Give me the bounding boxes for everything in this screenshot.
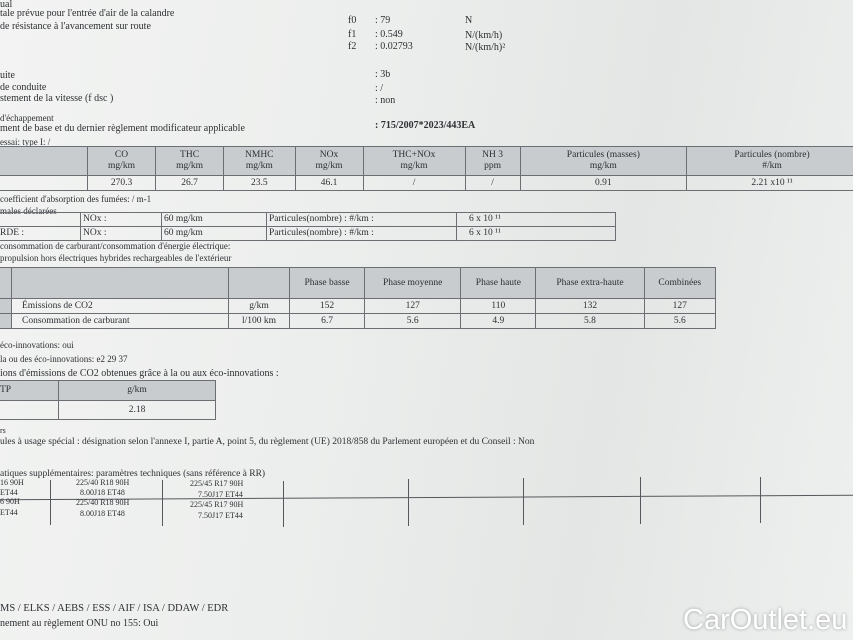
f1-unit: N/(km/h) bbox=[465, 30, 503, 41]
watermark-logo: CarOutlet.eu bbox=[683, 604, 848, 636]
declared-table: NOx : 60 mg/km Particules(nombre) : #/km… bbox=[0, 212, 616, 241]
header-phase-extra-high: Phase extra-haute bbox=[535, 267, 645, 299]
eco-line: éco-innovations: oui bbox=[0, 340, 74, 350]
f0-unit: N bbox=[465, 15, 473, 26]
f2-value: : 0.02793 bbox=[375, 41, 413, 52]
text-line: rs bbox=[0, 426, 6, 435]
table-row: 2.18 bbox=[0, 400, 216, 420]
cell: 23.5 bbox=[223, 175, 296, 191]
systems-line: MS / ELKS / AEBS / ESS / AIF / ISA / DDA… bbox=[0, 603, 229, 614]
drive-label: de conduite bbox=[0, 82, 47, 93]
header-pm-mass: Particules (masses) mg/km bbox=[519, 146, 688, 176]
table-row: RDE : NOx : 60 mg/km Particules(nombre) … bbox=[0, 226, 616, 241]
text-line: tale prévue pour l'entrée d'air de la ca… bbox=[0, 8, 175, 19]
cell: 270.3 bbox=[86, 175, 157, 191]
f0-label: f0 bbox=[348, 15, 357, 26]
eco-table: TP g/km 2.18 bbox=[0, 380, 216, 420]
header-thc-nox: THC+NOx mg/km bbox=[362, 146, 466, 176]
header-thc: THC mg/km bbox=[155, 146, 225, 176]
cell: 0.91 bbox=[519, 175, 688, 191]
header-pm-number: Particules (nombre) #/km bbox=[686, 146, 853, 176]
test-type: essai: type I: / bbox=[0, 137, 51, 147]
cell: 46.1 bbox=[294, 175, 364, 191]
header-nmhc: NMHC mg/km bbox=[223, 146, 296, 176]
declared-label: males déclarées bbox=[0, 206, 57, 216]
f1-label: f1 bbox=[348, 29, 357, 40]
f2-label: f2 bbox=[348, 41, 357, 52]
header-phase-medium: Phase moyenne bbox=[364, 267, 462, 299]
drive-value: : non bbox=[375, 95, 396, 106]
smoke-line: coefficient d'absorption des fumées: / m… bbox=[0, 194, 152, 204]
co2-table: Phase basse Phase moyenne Phase haute Ph… bbox=[0, 267, 717, 329]
f1-value: : 0.549 bbox=[375, 29, 403, 40]
drive-value: : / bbox=[375, 83, 384, 94]
header-phase-high: Phase haute bbox=[460, 267, 537, 299]
regulation-line: nement au règlement ONU no 155: Oui bbox=[0, 618, 159, 629]
emissions-table: CO mg/km THC mg/km NMHC mg/km NOx mg/km THC+… bbox=[0, 146, 853, 191]
header-nh3: NH 3 ppm bbox=[464, 146, 521, 176]
consumption-line: propulsion hors électriques hybrides rec… bbox=[0, 253, 232, 263]
header-combined: Combinées bbox=[643, 267, 717, 299]
cell: / bbox=[362, 175, 466, 191]
table-row: Consommation de carburant l/100 km 6.7 5… bbox=[0, 313, 717, 329]
text-line: de résistance à l'avancement sur route bbox=[0, 21, 151, 32]
extra-title: atiques supplémentaires: paramètres tech… bbox=[0, 469, 266, 479]
cell: 26.7 bbox=[155, 175, 225, 191]
header-nox: NOx mg/km bbox=[294, 146, 364, 176]
eco-line: ions d'émissions de CO2 obtenues grâce à… bbox=[0, 368, 279, 379]
header-phase-low: Phase basse bbox=[288, 267, 366, 299]
f0-value: : 79 bbox=[375, 15, 391, 26]
exhaust-label: ment de base et du dernier règlement mod… bbox=[0, 123, 245, 134]
table-row: Émissions de CO2 g/km 152 127 110 132 12… bbox=[0, 298, 717, 314]
drive-label: uite bbox=[0, 70, 15, 81]
special-use-line: ules à usage spécial : désignation selon… bbox=[0, 437, 535, 447]
drive-label: stement de la vitesse (f dsc ) bbox=[0, 93, 114, 104]
cell: 2.21 x10 ¹¹ bbox=[686, 175, 853, 191]
exhaust-value: : 715/2007*2023/443EA bbox=[375, 120, 476, 131]
cell: / bbox=[464, 175, 521, 191]
exhaust-label: d'échappement bbox=[0, 113, 54, 123]
table-row: 270.3 26.7 23.5 46.1 / / 0.91 2.21 x10 ¹… bbox=[0, 175, 853, 191]
text-line: ual bbox=[0, 0, 13, 10]
f2-unit: N/(km/h)² bbox=[465, 42, 506, 53]
eco-line: la ou des éco-innovations: e2 29 37 bbox=[0, 354, 128, 364]
header-co: CO mg/km bbox=[86, 146, 157, 176]
drive-value: : 3b bbox=[375, 69, 391, 80]
table-row: NOx : 60 mg/km Particules(nombre) : #/km… bbox=[0, 212, 616, 227]
consumption-line: consommation de carburant/consommation d… bbox=[0, 241, 231, 251]
